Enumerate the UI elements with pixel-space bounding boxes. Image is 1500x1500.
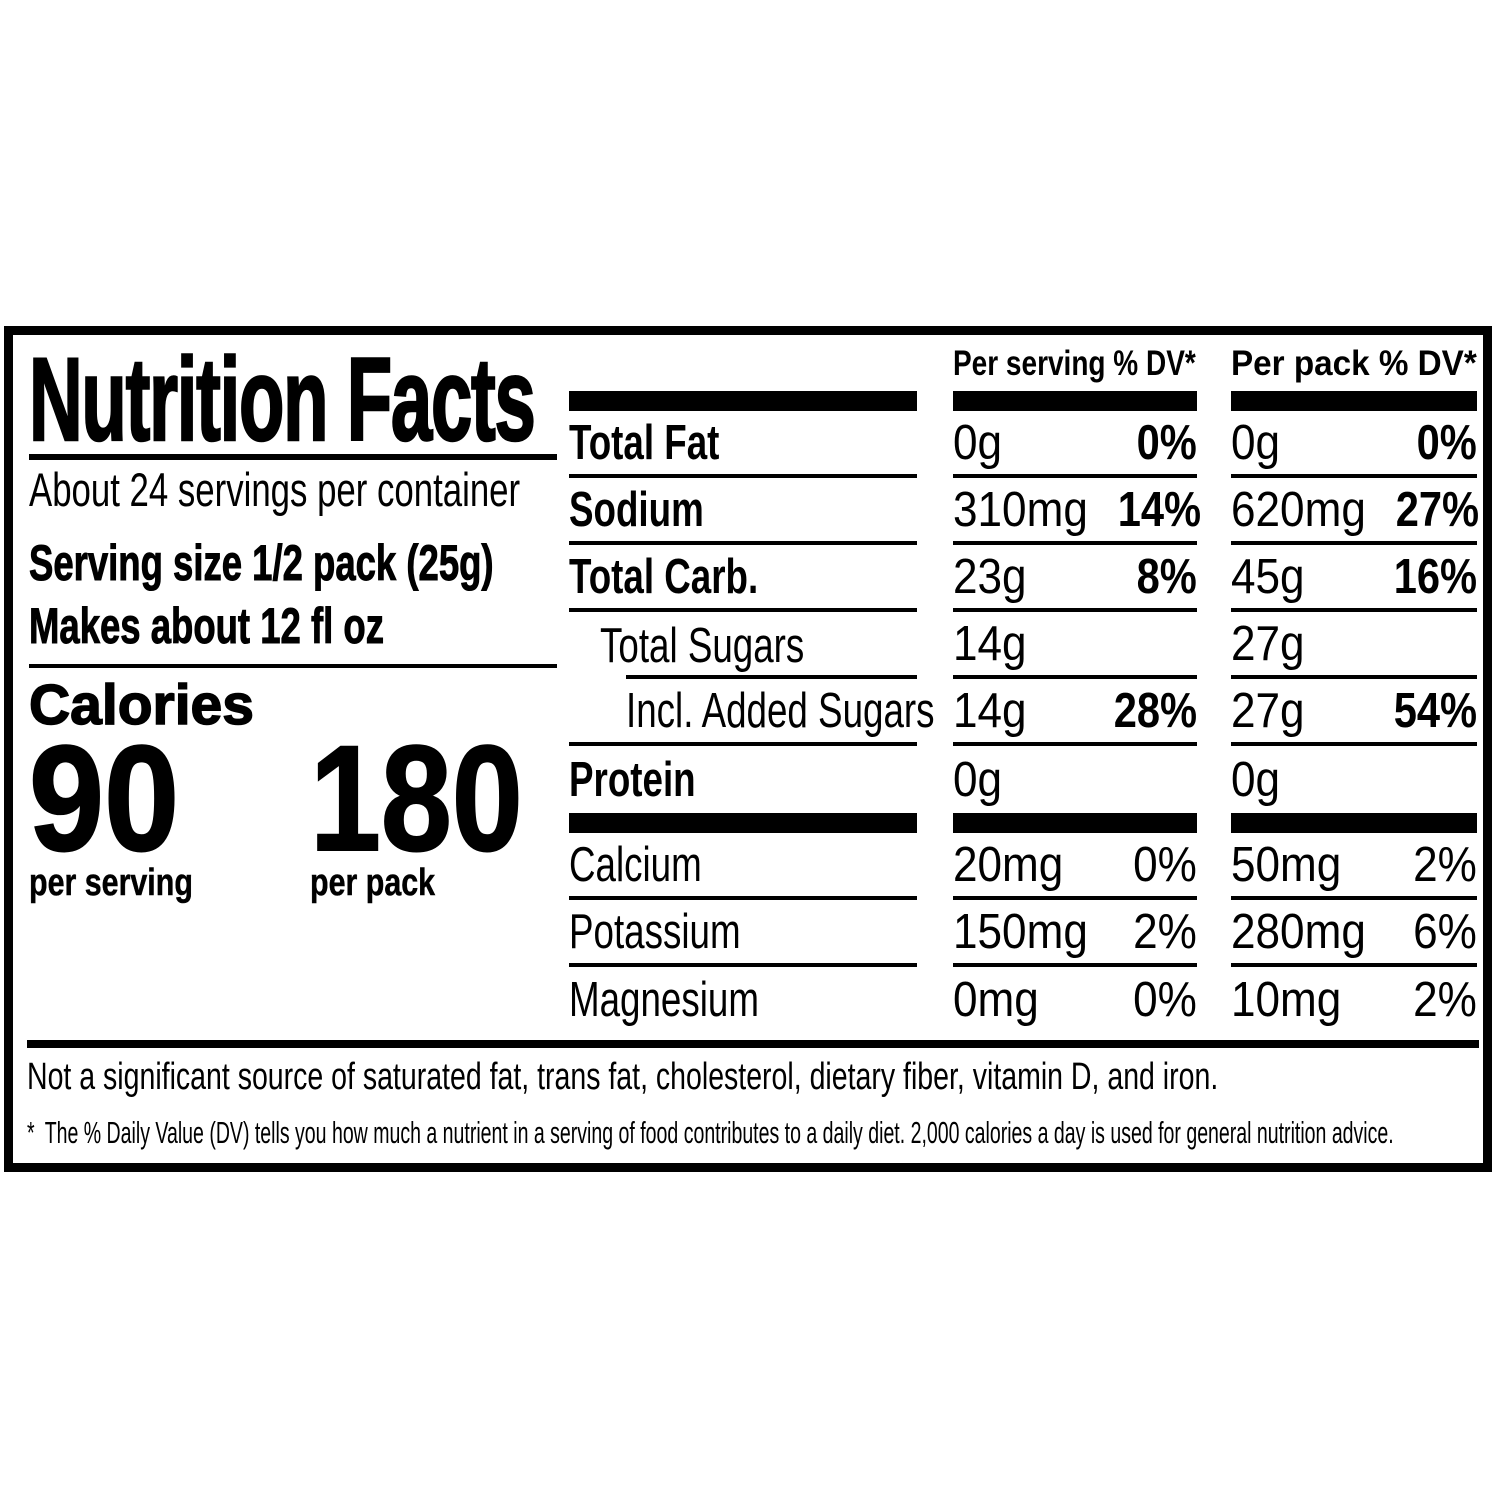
header-name-spacer: [569, 335, 917, 391]
row-protein-serving: 0g: [953, 752, 1003, 807]
row-total-sugars-serving: 14g: [953, 612, 1197, 679]
row-label-calcium: Calcium: [569, 833, 917, 900]
daily-value-footnote: * The % Daily Value (DV) tells you how mu…: [27, 1116, 1500, 1150]
label-title: Nutrition Facts: [28, 334, 832, 466]
row-added-sugars-serving: 14g 28%: [953, 679, 1197, 746]
column-gap: [1197, 335, 1231, 391]
nutrient-table: Per serving % DV* Per pack % DV* Total F…: [569, 335, 1479, 1033]
row-label-total-sugars: Total Sugars: [569, 612, 917, 679]
pack-column-bar: [1231, 391, 1477, 411]
calories-per-serving-value: 90: [28, 714, 180, 882]
not-significant-note: Not a significant source of saturated fa…: [27, 1056, 1219, 1098]
serving-column-bar: [953, 391, 1197, 411]
serving-column-bar: [953, 813, 1197, 833]
column-gap: [1197, 612, 1231, 679]
row-magnesium-serving: 0mg 0%: [953, 973, 1197, 1027]
column-gap: [917, 900, 953, 967]
row-protein-pack: 0g: [1231, 752, 1281, 807]
column-gap: [1197, 478, 1231, 545]
column-gap: [917, 833, 953, 900]
column-gap: [1197, 967, 1231, 1033]
pack-column-bar: [1231, 813, 1477, 833]
servings-per-container: About 24 servings per container: [29, 463, 521, 516]
column-gap: [1197, 545, 1231, 612]
calories-per-pack-block: 180 per pack: [309, 714, 560, 904]
footer-divider: [27, 1040, 1479, 1048]
calories-per-serving-block: 90 per serving: [28, 714, 234, 904]
row-label-total-fat: Total Fat: [569, 411, 917, 478]
calories-divider: [29, 664, 557, 668]
label-title-text: Nutrition Facts: [28, 334, 536, 466]
row-added-sugars-pack: 27g 54%: [1231, 679, 1477, 746]
col-header-per-serving: Per serving % DV*: [953, 344, 1196, 383]
column-gap: [917, 813, 953, 833]
column-gap: [1197, 391, 1231, 411]
title-divider: [29, 454, 557, 460]
column-gap: [1197, 813, 1231, 833]
column-gap: [1197, 746, 1231, 813]
row-calcium-pack: 50mg 2%: [1231, 833, 1477, 900]
row-calcium-serving: 20mg 0%: [953, 833, 1197, 900]
column-gap: [1197, 411, 1231, 478]
column-gap: [917, 411, 953, 478]
row-label-sodium: Sodium: [569, 478, 917, 545]
column-gap: [917, 967, 953, 1033]
column-gap: [917, 612, 953, 679]
row-sodium-serving: 310mg 14%: [953, 478, 1201, 545]
name-column-bar: [569, 391, 917, 411]
label-inner: Nutrition Facts About 24 servings per co…: [13, 335, 1483, 1163]
row-total-fat-pack: 0g 0%: [1231, 411, 1477, 478]
footnote-text: The % Daily Value (DV) tells you how muc…: [44, 1115, 1394, 1150]
calories-per-pack-caption: per pack: [310, 862, 436, 904]
column-gap: [1197, 900, 1231, 967]
column-gap: [917, 391, 953, 411]
column-gap: [1197, 833, 1231, 900]
row-total-carb-serving: 23g 8%: [953, 545, 1197, 612]
row-label-protein: Protein: [569, 752, 696, 807]
serving-size: Serving size 1/2 pack (25g): [29, 535, 494, 591]
col-header-per-pack: Per pack % DV*: [1231, 344, 1477, 383]
row-potassium-pack: 280mg 6%: [1231, 900, 1477, 967]
column-gap: [917, 478, 953, 545]
name-column-bar: [569, 813, 917, 833]
row-label-magnesium: Magnesium: [569, 973, 759, 1027]
row-total-fat-serving: 0g 0%: [953, 411, 1197, 478]
row-total-carb-pack: 45g 16%: [1231, 545, 1477, 612]
calories-per-pack-value: 180: [309, 714, 523, 882]
footnote-marker: *: [27, 1115, 35, 1150]
row-total-sugars-pack: 27g: [1231, 612, 1477, 679]
row-label-added-sugars: Incl. Added Sugars: [569, 679, 935, 746]
makes-about: Makes about 12 fl oz: [29, 598, 385, 654]
row-magnesium-pack: 10mg 2%: [1231, 973, 1477, 1027]
row-label-potassium: Potassium: [569, 900, 917, 967]
column-gap: [1197, 679, 1231, 746]
column-gap: [917, 746, 953, 813]
row-potassium-serving: 150mg 2%: [953, 900, 1197, 967]
row-sodium-pack: 620mg 27%: [1231, 478, 1479, 545]
row-label-total-carb: Total Carb.: [569, 545, 917, 612]
column-gap: [917, 335, 953, 391]
calories-per-serving-caption: per serving: [29, 862, 193, 904]
label-left-column: Nutrition Facts About 24 servings per co…: [28, 335, 560, 1163]
calories-heading: Calories: [28, 673, 254, 737]
column-gap: [917, 545, 953, 612]
nutrition-facts-label: Nutrition Facts About 24 servings per co…: [4, 326, 1492, 1172]
